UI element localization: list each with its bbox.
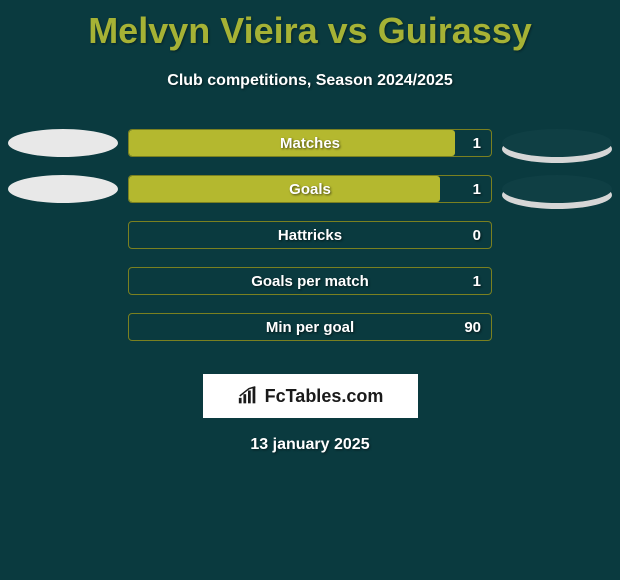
stat-row: Goals1 <box>8 166 612 212</box>
left-indicator-ellipse <box>8 175 118 203</box>
stat-row: Min per goal90 <box>8 304 612 350</box>
right-indicator-ellipse <box>502 129 612 157</box>
stat-label: Goals <box>129 181 491 198</box>
snapshot-date: 13 january 2025 <box>0 436 620 454</box>
comparison-chart: Matches1Goals1Hattricks0Goals per match1… <box>0 120 620 350</box>
page-title: Melvyn Vieira vs Guirassy <box>0 0 620 52</box>
stat-value: 90 <box>464 319 481 336</box>
chart-icon <box>237 386 259 406</box>
stat-value: 1 <box>473 181 481 198</box>
stat-bar: Matches1 <box>128 129 492 157</box>
stat-label: Matches <box>129 135 491 152</box>
stat-label: Hattricks <box>129 227 491 244</box>
stat-label: Goals per match <box>129 273 491 290</box>
right-indicator-ellipse <box>502 175 612 203</box>
source-logo: FcTables.com <box>203 374 418 418</box>
stat-bar: Min per goal90 <box>128 313 492 341</box>
stat-value: 0 <box>473 227 481 244</box>
stat-bar: Goals1 <box>128 175 492 203</box>
page-subtitle: Club competitions, Season 2024/2025 <box>0 72 620 90</box>
stat-bar: Hattricks0 <box>128 221 492 249</box>
stat-value: 1 <box>473 273 481 290</box>
stat-row: Matches1 <box>8 120 612 166</box>
stat-row: Hattricks0 <box>8 212 612 258</box>
stat-label: Min per goal <box>129 319 491 336</box>
stat-row: Goals per match1 <box>8 258 612 304</box>
stat-value: 1 <box>473 135 481 152</box>
stat-bar: Goals per match1 <box>128 267 492 295</box>
logo-text: FcTables.com <box>265 386 384 407</box>
left-indicator-ellipse <box>8 129 118 157</box>
